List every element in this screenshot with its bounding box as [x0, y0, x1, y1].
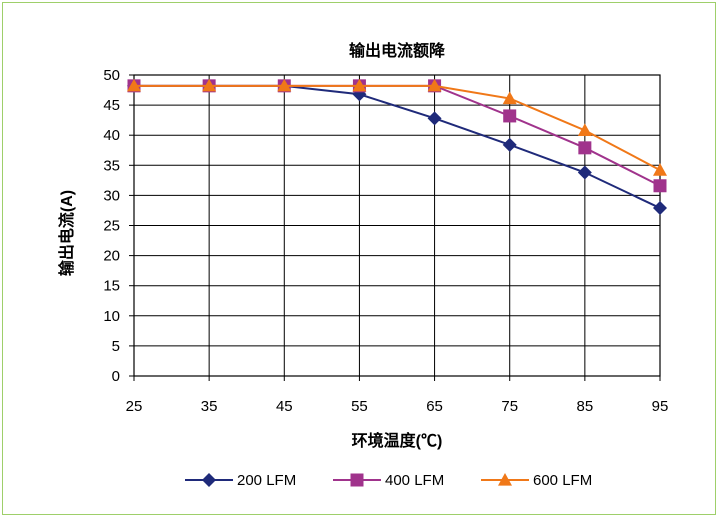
data-point [202, 78, 217, 92]
x-tick-label: 25 [126, 398, 143, 415]
y-tick-labels: 0 5 10 15 20 25 30 35 40 45 50 [103, 67, 134, 385]
data-point [578, 141, 592, 155]
x-axis-label: 环境温度(℃) [352, 431, 443, 450]
y-tick-label: 25 [103, 218, 120, 235]
x-tick-label: 55 [351, 398, 368, 415]
data-point [427, 78, 442, 92]
series-2 [127, 78, 667, 176]
y-tick-label: 10 [103, 308, 120, 325]
y-tick-label: 40 [103, 127, 120, 144]
data-point [502, 91, 517, 105]
legend: 200 LFM 400 LFM 600 LFM [185, 472, 592, 489]
y-tick-label: 50 [103, 67, 120, 84]
data-point [352, 78, 367, 92]
legend-item: 600 LFM [481, 472, 592, 489]
y-axis-label: 输出电流(A) [57, 190, 76, 276]
x-tick-label: 65 [426, 398, 443, 415]
y-tick-label: 45 [103, 97, 120, 114]
legend-marker [202, 473, 216, 487]
x-tick-label: 35 [201, 398, 218, 415]
data-point [503, 109, 517, 123]
y-tick-label: 20 [103, 248, 120, 265]
data-point [653, 201, 667, 216]
data-point [653, 163, 667, 176]
legend-label: 200 LFM [237, 472, 296, 489]
series-group [127, 78, 667, 216]
data-point [577, 165, 592, 180]
legend-marker [350, 473, 364, 487]
y-tick-label: 0 [112, 368, 120, 385]
data-point [653, 179, 667, 193]
y-tick-label: 35 [103, 157, 120, 174]
series-line [134, 84, 661, 172]
y-tick-label: 30 [103, 187, 120, 204]
data-point [427, 111, 442, 126]
chart-grid [133, 74, 661, 377]
legend-label: 400 LFM [385, 472, 444, 489]
legend-label: 600 LFM [533, 472, 592, 489]
legend-marker [498, 473, 512, 486]
x-tick-label: 75 [501, 398, 518, 415]
data-point [577, 123, 592, 136]
legend-item: 400 LFM [333, 472, 444, 489]
x-tick-label: 45 [276, 398, 293, 415]
x-tick-label: 95 [652, 398, 669, 415]
data-point [277, 78, 292, 92]
x-tick-labels: 25 35 45 55 65 75 85 95 [126, 376, 669, 415]
data-point [502, 137, 517, 152]
x-tick-label: 85 [577, 398, 594, 415]
data-point [127, 78, 141, 92]
legend-item: 200 LFM [185, 472, 296, 489]
y-tick-label: 5 [112, 338, 120, 355]
chart-title: 输出电流额降 [349, 41, 446, 60]
y-tick-label: 15 [103, 278, 120, 295]
